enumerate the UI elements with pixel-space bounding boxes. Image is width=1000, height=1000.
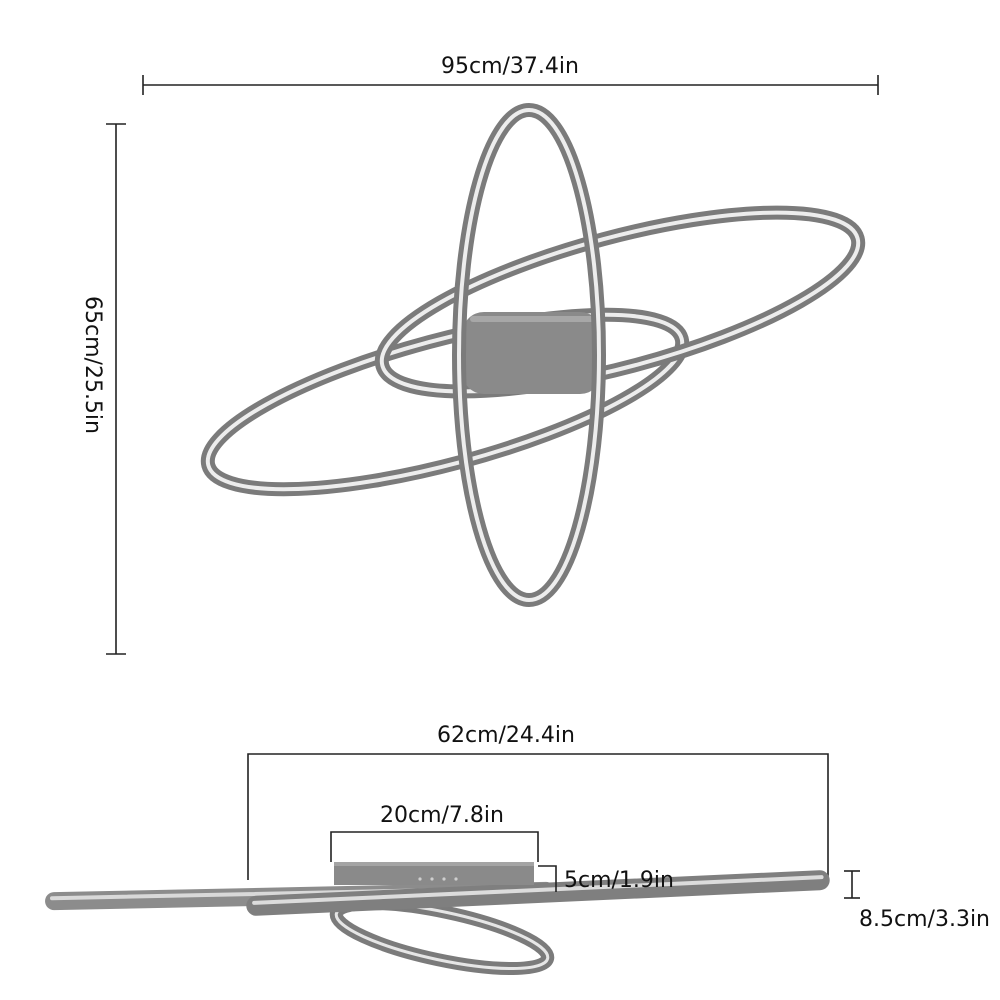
side-ring-lower: [329, 897, 555, 975]
side-base-top-edge: [334, 862, 534, 866]
lamp-side-view: [45, 862, 830, 975]
side-view: 62cm/24.4in 20cm/7.8in: [45, 723, 990, 975]
base-width-bracket: [330, 831, 539, 862]
base-height-dimension: 5cm/1.9in: [538, 865, 674, 893]
total-depth-label: 8.5cm/3.3in: [859, 907, 990, 932]
ring-vertical: [452, 103, 606, 607]
width-dimension: 95cm/37.4in: [142, 54, 879, 95]
ring-left: [200, 307, 690, 497]
side-base: [334, 862, 534, 885]
side-base-body: [334, 862, 534, 885]
ring-length-dimension: 62cm/24.4in: [247, 723, 829, 880]
width-dimension-label: 95cm/37.4in: [441, 54, 579, 79]
base-body: [462, 312, 602, 394]
base-width-label: 20cm/7.8in: [380, 803, 504, 828]
height-dimension-label: 65cm/25.5in: [80, 296, 105, 434]
base-highlight: [470, 316, 594, 322]
base-screw-4: [454, 877, 458, 881]
height-dimension: 65cm/25.5in: [80, 123, 126, 655]
central-base-top: [462, 312, 602, 394]
base-height-label: 5cm/1.9in: [564, 868, 674, 893]
lamp-top-view: [200, 103, 866, 607]
base-screw-1: [418, 877, 422, 881]
top-view: 95cm/37.4in 65cm/25.5in: [80, 54, 879, 655]
base-height-bracket: [538, 865, 557, 892]
side-ring-right: [246, 870, 830, 916]
ring-length-bracket: [247, 753, 829, 880]
ring-right: [374, 205, 866, 399]
total-depth-dimension: 8.5cm/3.3in: [844, 870, 990, 932]
base-screw-3: [442, 877, 446, 881]
base-screw-2: [430, 877, 434, 881]
base-width-dimension: 20cm/7.8in: [330, 803, 539, 862]
ring-length-label: 62cm/24.4in: [437, 723, 575, 748]
